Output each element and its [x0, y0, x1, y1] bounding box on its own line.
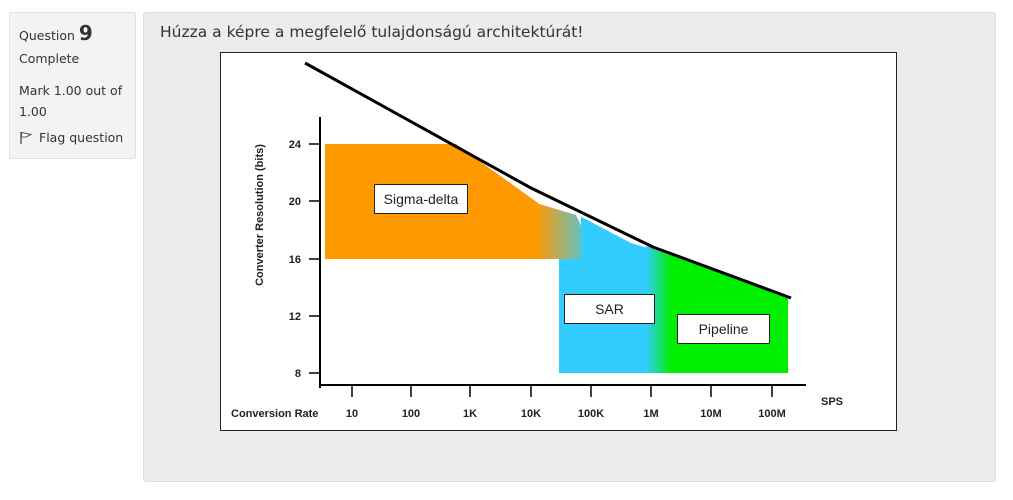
drop-label-sar[interactable]: SAR: [564, 294, 655, 324]
flag-question-link[interactable]: Flag question: [19, 130, 126, 145]
y-ticks: [309, 143, 320, 374]
x-tick-label: 10K: [521, 408, 541, 420]
x-tick-label: 100: [402, 408, 420, 420]
y-tick-label: 12: [289, 311, 301, 323]
x-axis-unit: SPS: [821, 396, 843, 408]
resolution-boundary-line: [304, 61, 792, 300]
x-tick-label: 1K: [463, 408, 477, 420]
x-ticks: [351, 385, 773, 397]
x-axis-title: Conversion Rate: [231, 408, 318, 420]
y-tick-label: 24: [289, 139, 302, 151]
pipeline-region: [669, 252, 788, 373]
x-tick-label: 100M: [758, 408, 786, 420]
question-number-block: Question 9: [19, 21, 126, 45]
sar-region: [559, 213, 651, 373]
flag-icon: [20, 131, 33, 144]
adc-architecture-chart: 24 20 16 12 8 Conversion Rate 10 100: [231, 61, 843, 420]
x-tick-label: 1M: [643, 408, 658, 420]
question-info-panel: Question 9 Complete Mark 1.00 out of 1.0…: [9, 12, 136, 159]
question-text: Húzza a képre a megfelelő tulajdonságú a…: [160, 23, 584, 41]
y-axis-title: Converter Resolution (bits): [254, 144, 266, 286]
question-label: Question: [19, 28, 75, 43]
question-state: Complete: [19, 51, 80, 66]
flag-question-label: Flag question: [39, 130, 124, 145]
question-number: 9: [78, 21, 93, 45]
sar-pipeline-transition: [646, 246, 671, 373]
y-tick-label: 20: [289, 196, 301, 208]
question-content: Húzza a képre a megfelelő tulajdonságú a…: [143, 12, 996, 482]
x-tick-label: 100K: [578, 408, 604, 420]
drop-label-pipeline[interactable]: Pipeline: [677, 314, 770, 344]
x-tick-label: 10M: [700, 408, 721, 420]
question-grade: Mark 1.00 out of 1.00: [19, 83, 123, 119]
y-tick-label: 16: [289, 254, 301, 266]
drop-label-sigma-delta[interactable]: Sigma-delta: [374, 184, 468, 214]
drag-drop-chart: 24 20 16 12 8 Conversion Rate 10 100: [220, 52, 897, 431]
y-tick-label: 8: [295, 368, 301, 380]
x-tick-label: 10: [346, 408, 358, 420]
